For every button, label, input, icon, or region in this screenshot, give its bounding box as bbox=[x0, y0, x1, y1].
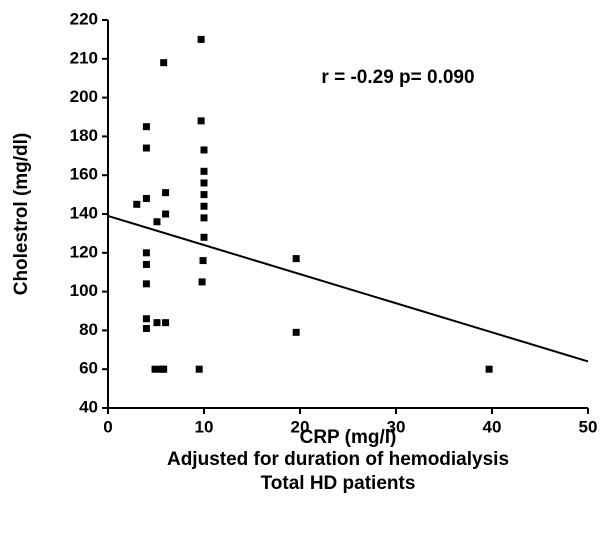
trend-line bbox=[107, 214, 589, 363]
point bbox=[142, 123, 150, 131]
point bbox=[197, 117, 205, 125]
y-tick-label: 100 bbox=[70, 281, 98, 300]
point bbox=[142, 280, 150, 288]
point bbox=[142, 324, 150, 332]
annotation: r = -0.29 p= 0.090 bbox=[321, 67, 474, 88]
x-tick-label: 30 bbox=[387, 417, 406, 436]
x-tick-label: 50 bbox=[579, 417, 598, 436]
point bbox=[200, 233, 208, 241]
point bbox=[200, 146, 208, 154]
point bbox=[160, 365, 168, 373]
y-tick-label: 120 bbox=[70, 242, 98, 261]
point bbox=[200, 214, 208, 222]
y-axis-label: Cholestrol (mg/dl) bbox=[11, 133, 32, 296]
point bbox=[198, 278, 206, 286]
y-tick-label: 200 bbox=[70, 87, 98, 106]
point bbox=[142, 144, 150, 152]
point bbox=[200, 202, 208, 210]
point bbox=[142, 260, 150, 268]
point bbox=[153, 319, 161, 327]
point bbox=[162, 319, 170, 327]
x-tick-label: 20 bbox=[291, 417, 310, 436]
y-tick-label: 210 bbox=[70, 48, 98, 67]
point bbox=[200, 191, 208, 199]
point bbox=[153, 218, 161, 226]
x-tick-label: 10 bbox=[195, 417, 214, 436]
point bbox=[197, 35, 205, 43]
point bbox=[200, 179, 208, 187]
point bbox=[151, 365, 159, 373]
point bbox=[142, 194, 150, 202]
point bbox=[195, 365, 203, 373]
y-tick-label: 140 bbox=[70, 203, 98, 222]
point bbox=[199, 257, 207, 265]
point bbox=[485, 365, 493, 373]
x-axis-label: CRP (mg/l) bbox=[300, 427, 397, 448]
point bbox=[162, 189, 170, 197]
y-tick-label: 60 bbox=[79, 359, 98, 378]
y-tick-label: 40 bbox=[79, 397, 98, 416]
point bbox=[292, 328, 300, 336]
y-tick-label: 160 bbox=[70, 165, 98, 184]
point bbox=[142, 315, 150, 323]
y-tick-label: 180 bbox=[70, 126, 98, 145]
x-tick-label: 40 bbox=[483, 417, 502, 436]
point bbox=[200, 167, 208, 175]
y-tick-label: 220 bbox=[70, 9, 98, 28]
x-tick-label: 0 bbox=[103, 417, 112, 436]
caption: Total HD patients bbox=[261, 473, 416, 494]
caption: Adjusted for duration of hemodialysis bbox=[167, 449, 509, 470]
y-tick-label: 80 bbox=[79, 320, 98, 339]
point bbox=[133, 200, 141, 208]
point bbox=[160, 59, 168, 67]
point bbox=[142, 249, 150, 257]
point bbox=[162, 210, 170, 218]
point bbox=[292, 255, 300, 263]
